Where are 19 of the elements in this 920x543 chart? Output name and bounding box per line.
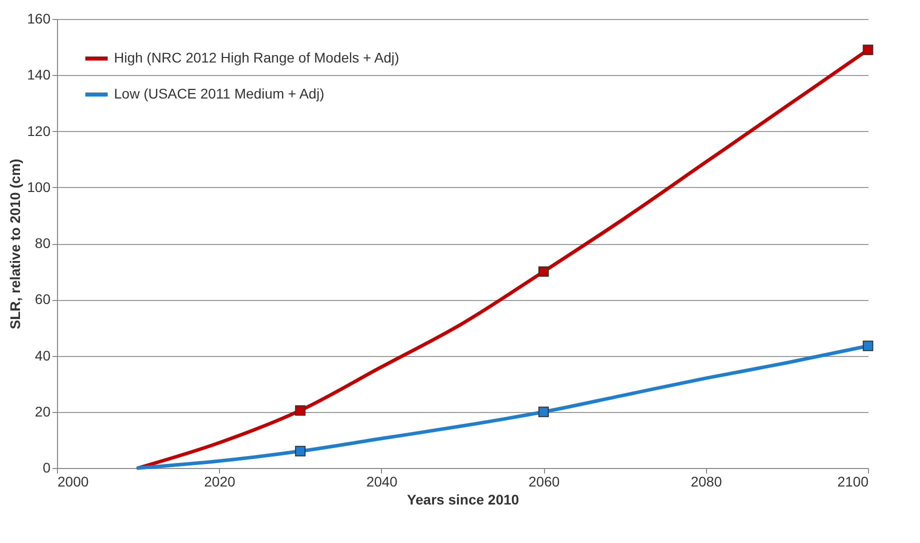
y-tick-label: 80 — [34, 235, 51, 251]
x-tick-label: 2080 — [690, 474, 722, 490]
x-axis-title: Years since 2010 — [406, 492, 520, 508]
y-tick-label: 100 — [27, 178, 51, 195]
y-tick-label: 0 — [42, 460, 51, 476]
x-tick-label: 2000 — [58, 474, 89, 490]
x-tick-label: 2100 — [837, 474, 869, 490]
y-tick-label: 120 — [27, 122, 51, 139]
y-tick-label: 60 — [34, 291, 51, 308]
x-tick-label: 2020 — [204, 474, 236, 490]
legend-label: Low (USACE 2011 Medium + Adj) — [114, 86, 324, 102]
y-axis-title: SLR, relative to 2010 (cm) — [7, 158, 24, 330]
y-tick-label: 160 — [27, 10, 51, 26]
y-tick-label: 140 — [27, 66, 51, 83]
y-tick-label: 40 — [34, 347, 51, 364]
y-tick-label: 20 — [34, 403, 51, 420]
legend-label: High (NRC 2012 High Range of Models + Adj) — [114, 50, 400, 66]
x-tick-label: 2040 — [366, 474, 398, 490]
x-tick-label: 2060 — [528, 474, 560, 490]
